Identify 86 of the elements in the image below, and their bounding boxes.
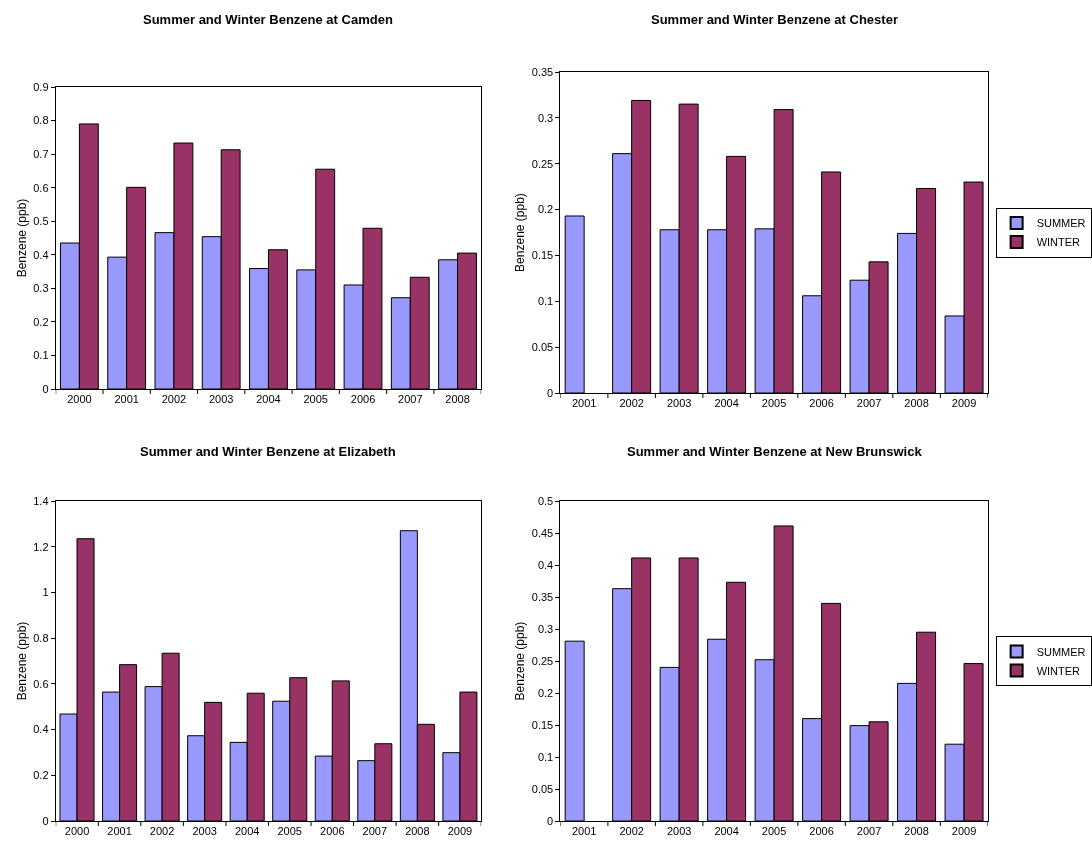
y-tick-label: 0.3 (33, 282, 49, 295)
x-tick-label: 2007 (856, 397, 882, 410)
y-tick-label: 0 (42, 814, 49, 827)
x-tick-label: 2001 (114, 393, 139, 406)
x-tick-label: 2007 (362, 825, 388, 838)
x-tick-label: 2001 (571, 825, 597, 838)
x-tick-label: 2007 (856, 825, 882, 838)
y-tick-label: 0.3 (537, 111, 554, 124)
y-tick-label: 0.3 (537, 622, 554, 635)
x-tick-label: 2004 (256, 393, 281, 406)
y-tick-label: 0.2 (33, 315, 49, 328)
y-tick-label: 0 (547, 386, 554, 399)
y-tick-label: 1.2 (33, 540, 49, 553)
y-tick-label: 0.25 (531, 654, 554, 667)
y-tick-label: 0.35 (531, 590, 554, 603)
y-tick-label: 0.6 (33, 181, 49, 194)
y-tick-label: 0.05 (531, 782, 554, 795)
x-tick-label: 2009 (447, 825, 473, 838)
x-tick-label: 2008 (405, 825, 430, 838)
y-tick-label: 1.4 (33, 494, 49, 507)
x-tick-label: 2005 (761, 825, 787, 838)
x-tick-label: 2003 (208, 393, 234, 406)
y-tick-label: 0.8 (33, 114, 49, 127)
y-tick-label: 0 (547, 814, 554, 827)
x-tick-label: 2002 (161, 393, 187, 406)
y-tick-label: 0.05 (531, 340, 554, 353)
chart-title: Summer and Winter Benzene at New Brunswick (627, 444, 923, 459)
x-tick-label: 2000 (67, 393, 92, 406)
y-tick-label: 0.4 (537, 558, 554, 571)
chart-title: Summer and Winter Benzene at Camden (143, 12, 393, 27)
y-tick-label: 0.5 (33, 215, 49, 228)
x-tick-label: 2005 (277, 825, 302, 838)
y-tick-label: 0.4 (33, 723, 49, 736)
x-tick-label: 2003 (192, 825, 217, 838)
y-tick-label: 0.6 (33, 677, 49, 690)
x-tick-label: 2008 (904, 397, 929, 410)
x-tick-label: 2002 (149, 825, 175, 838)
chart-title: Summer and Winter Benzene at Chester (651, 12, 898, 27)
y-tick-label: 0.9 (33, 80, 49, 93)
y-tick-label: 0.25 (531, 157, 554, 170)
y-tick-label: 0.15 (531, 718, 554, 731)
y-tick-label: 0.7 (33, 147, 49, 160)
x-tick-label: 2003 (666, 825, 692, 838)
y-axis-title: Benzene (ppb) (513, 621, 528, 701)
x-tick-label: 2003 (666, 397, 692, 410)
legend-label: SUMMER (1036, 217, 1086, 230)
x-tick-label: 2005 (761, 397, 787, 410)
x-tick-label: 2009 (951, 825, 977, 838)
x-tick-label: 2004 (714, 397, 739, 410)
y-tick-label: 0.1 (33, 349, 49, 362)
y-tick-label: 0.1 (537, 750, 554, 763)
x-tick-label: 2008 (445, 393, 470, 406)
x-tick-label: 2006 (809, 397, 834, 410)
x-tick-label: 2006 (809, 825, 834, 838)
x-tick-label: 2004 (234, 825, 260, 838)
y-axis-title: Benzene (ppb) (513, 193, 528, 272)
x-tick-label: 2002 (619, 397, 644, 410)
y-tick-label: 0.15 (531, 249, 554, 262)
y-tick-label: 0.2 (537, 203, 554, 216)
x-tick-label: 2002 (619, 825, 644, 838)
x-tick-label: 2000 (64, 825, 90, 838)
y-tick-label: 0 (42, 382, 49, 395)
y-tick-label: 0.4 (33, 248, 49, 261)
legend-label: SUMMER (1036, 645, 1086, 658)
x-tick-label: 2006 (320, 825, 345, 838)
y-tick-label: 0.2 (33, 769, 49, 782)
y-tick-label: 0.8 (33, 631, 49, 644)
x-tick-label: 2007 (398, 393, 423, 406)
x-tick-label: 2006 (350, 393, 376, 406)
legend-label: WINTER (1036, 236, 1081, 249)
y-axis-title: Benzene (ppb) (14, 198, 29, 278)
x-tick-label: 2008 (904, 825, 929, 838)
x-tick-label: 2009 (951, 397, 977, 410)
y-tick-label: 0.2 (537, 686, 554, 699)
y-tick-label: 0.45 (531, 526, 554, 539)
y-tick-label: 1 (42, 586, 49, 599)
y-tick-label: 0.1 (537, 295, 554, 308)
y-axis-title: Benzene (ppb) (14, 621, 29, 701)
chart-title: Summer and Winter Benzene at Elizabeth (140, 444, 396, 459)
y-tick-label: 0.5 (537, 494, 554, 507)
y-tick-label: 0.35 (531, 65, 554, 78)
x-tick-label: 2001 (107, 825, 132, 838)
x-tick-label: 2001 (571, 397, 597, 410)
legend-label: WINTER (1036, 664, 1081, 677)
x-tick-label: 2005 (303, 393, 328, 406)
x-tick-label: 2004 (714, 825, 739, 838)
